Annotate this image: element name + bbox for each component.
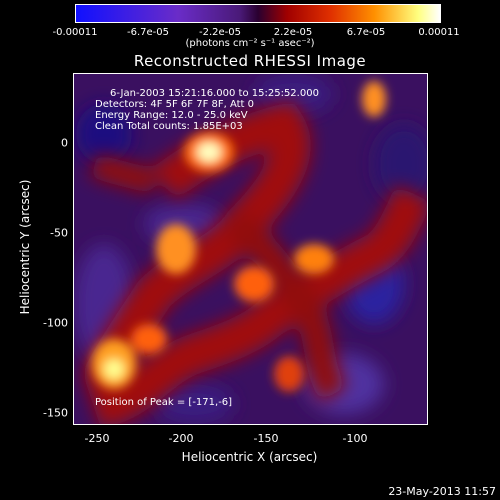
x-tick-label: -250 bbox=[84, 432, 110, 445]
y-tick-label: -100 bbox=[43, 316, 68, 330]
y-tick-label: 0 bbox=[61, 136, 68, 150]
colorbar-tick-label: -0.00011 bbox=[52, 27, 98, 38]
y-axis-label: Heliocentric Y (arcsec) bbox=[18, 179, 32, 315]
timestamp: 23-May-2013 11:57 bbox=[388, 485, 496, 498]
x-tick-label: -200 bbox=[168, 432, 194, 445]
annotation-clean: Clean Total counts: 1.85E+03 bbox=[95, 121, 243, 132]
y-tick-label: -50 bbox=[50, 226, 68, 240]
colorbar bbox=[75, 4, 441, 23]
annotation-detectors: Detectors: 4F 5F 6F 7F 8F, Att 0 bbox=[95, 99, 255, 110]
y-tick-label: -150 bbox=[43, 406, 68, 420]
peak-position-label: Position of Peak = [-171,-6] bbox=[95, 397, 233, 408]
annotation-time: 6-Jan-2003 15:21:16.000 to 15:25:52.000 bbox=[110, 88, 319, 99]
colorbar-units: (photons cm⁻² s⁻¹ asec⁻²) bbox=[185, 38, 315, 49]
colorbar-tick-label: 2.2e-05 bbox=[273, 27, 313, 38]
colorbar-tick-label: -6.7e-05 bbox=[127, 27, 169, 38]
hot-spots bbox=[92, 81, 386, 392]
x-tick-label: -100 bbox=[342, 432, 368, 445]
x-tick-label: -150 bbox=[253, 432, 279, 445]
x-axis-label: Heliocentric X (arcsec) bbox=[181, 450, 318, 464]
heatmap-image bbox=[74, 74, 427, 424]
colorbar-tick-label: 0.00011 bbox=[418, 27, 460, 38]
colorbar-tick-label: 6.7e-05 bbox=[346, 27, 386, 38]
heatmap-plot-area bbox=[73, 73, 428, 425]
chart-title: Reconstructed RHESSI Image bbox=[133, 52, 367, 70]
annotation-energy: Energy Range: 12.0 - 25.0 keV bbox=[95, 110, 248, 121]
colorbar-tick-label: -2.2e-05 bbox=[199, 27, 241, 38]
